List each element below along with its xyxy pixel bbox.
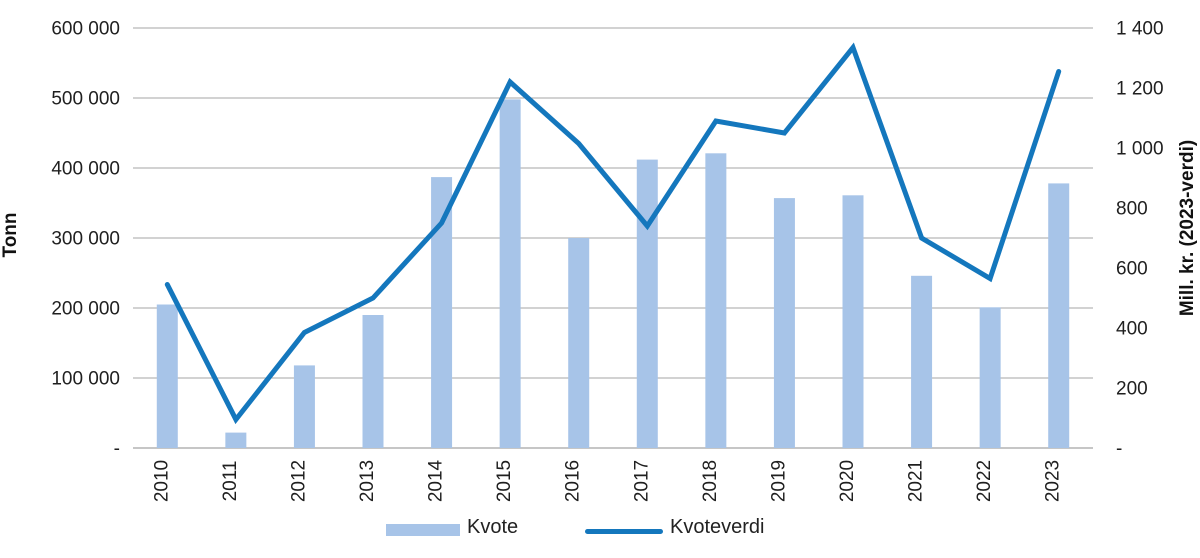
right-tick-label: 400 bbox=[1116, 319, 1148, 340]
bar-2016 bbox=[568, 238, 590, 448]
x-tick-label: 2015 bbox=[494, 460, 515, 502]
legend-label-kvoteverdi: Kvoteverdi bbox=[670, 516, 765, 538]
legend-label-kvote: Kvote bbox=[467, 516, 519, 538]
x-tick-label: 2011 bbox=[220, 461, 241, 502]
x-tick-label: 2023 bbox=[1043, 460, 1064, 502]
bar-2022 bbox=[979, 307, 1001, 448]
bar-2023 bbox=[1048, 183, 1070, 448]
left-tick-label: - bbox=[114, 439, 120, 460]
left-axis-title: Tonn bbox=[0, 212, 21, 258]
right-tick-label: - bbox=[1116, 439, 1122, 460]
x-tick-label: 2019 bbox=[768, 460, 789, 502]
x-tick-label: 2022 bbox=[974, 460, 995, 502]
bar-2010 bbox=[156, 304, 178, 448]
bar-2021 bbox=[911, 275, 933, 448]
right-axis-title: Mill. kr. (2023-verdi) bbox=[1177, 139, 1198, 317]
x-tick-label: 2012 bbox=[288, 460, 309, 502]
left-tick-label: 400 000 bbox=[51, 159, 120, 180]
x-tick-label: 2021 bbox=[906, 460, 927, 502]
bar-2011 bbox=[225, 432, 247, 448]
bar-2013 bbox=[362, 315, 384, 448]
right-tick-label: 200 bbox=[1116, 379, 1148, 400]
left-tick-label: 600 000 bbox=[51, 19, 120, 40]
bar-2019 bbox=[773, 198, 795, 448]
legend-bar-swatch bbox=[386, 524, 460, 536]
bar-2012 bbox=[293, 365, 315, 448]
x-tick-label: 2013 bbox=[357, 460, 378, 502]
x-tick-label: 2020 bbox=[837, 460, 858, 502]
bar-2017 bbox=[636, 159, 658, 448]
bar-2015 bbox=[499, 99, 521, 449]
left-tick-label: 500 000 bbox=[51, 89, 120, 110]
x-tick-label: 2014 bbox=[426, 459, 447, 502]
right-tick-label: 1 400 bbox=[1116, 19, 1164, 40]
right-tick-label: 1 000 bbox=[1116, 139, 1164, 160]
left-tick-label: 300 000 bbox=[51, 229, 120, 250]
x-tick-label: 2017 bbox=[631, 460, 652, 502]
x-tick-label: 2010 bbox=[151, 460, 172, 502]
x-tick-label: 2016 bbox=[563, 460, 584, 502]
left-tick-label: 200 000 bbox=[51, 299, 120, 320]
left-tick-label: 100 000 bbox=[51, 369, 120, 390]
bar-2020 bbox=[842, 195, 864, 448]
right-tick-label: 1 200 bbox=[1116, 79, 1164, 100]
legend-line-swatch bbox=[585, 529, 663, 534]
x-tick-label: 2018 bbox=[700, 460, 721, 502]
kvoteverdi-line bbox=[164, 42, 1062, 425]
bar-2018 bbox=[705, 153, 727, 449]
right-tick-label: 800 bbox=[1116, 199, 1148, 220]
right-tick-label: 600 bbox=[1116, 259, 1148, 280]
bar-2014 bbox=[431, 177, 453, 448]
